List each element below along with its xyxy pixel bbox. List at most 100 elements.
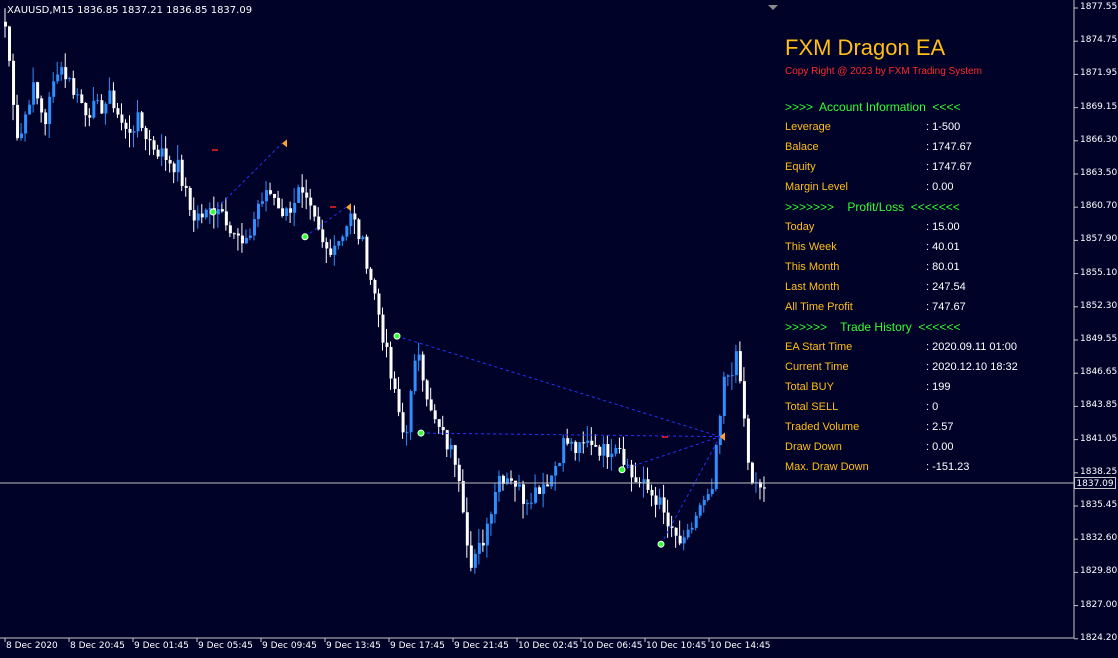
candle-body <box>172 163 176 173</box>
info-label: Last Month <box>785 281 840 293</box>
candle-body <box>56 74 60 82</box>
candle-body <box>678 535 682 544</box>
candle-body <box>429 399 433 411</box>
candle-body <box>236 233 240 236</box>
candle-body <box>413 360 417 392</box>
info-row: Max. Draw Down: -151.23 <box>785 457 1085 477</box>
candle-body <box>614 447 618 454</box>
candle-body <box>80 94 84 103</box>
trade-line <box>396 335 721 438</box>
candle-body <box>369 268 373 280</box>
candle-body <box>156 149 160 157</box>
candle-body <box>742 381 746 419</box>
candle-body <box>48 96 52 125</box>
candle-body <box>654 495 658 505</box>
symbol-name: XAUUSD,M15 <box>7 5 74 16</box>
candle-body <box>618 447 622 449</box>
candle-body <box>489 514 493 524</box>
info-value: : 199 <box>926 381 951 393</box>
candle-body <box>642 479 646 483</box>
candle-body <box>497 475 501 493</box>
profit-loss-list: Today: 15.00 This Week: 40.01 This Month: … <box>785 217 1085 317</box>
candle-body <box>393 378 397 390</box>
candle-body <box>36 82 40 99</box>
candle-body <box>132 131 136 133</box>
info-label: Total BUY <box>785 381 834 393</box>
account-info-list: Leverage: 1-500 Balace: 1747.67 Equity: 17… <box>785 117 1085 197</box>
info-label: Leverage <box>785 121 831 133</box>
info-row: This Month: 80.01 <box>785 257 1085 277</box>
candle-body <box>345 226 349 237</box>
candle-body <box>321 229 325 243</box>
candle-body <box>8 26 12 61</box>
candle-body <box>405 432 409 434</box>
price-tick-label: 1824.20 <box>1080 632 1118 643</box>
candle-body <box>20 133 24 139</box>
candle-body <box>104 103 108 114</box>
info-label: Balace <box>785 141 819 153</box>
candle-body <box>554 465 558 476</box>
symbol-info: XAUUSD,M15 1836.85 1837.21 1836.85 1837.… <box>7 5 252 16</box>
candle-body <box>297 187 301 203</box>
candle-body <box>108 90 112 104</box>
candle-body <box>546 484 550 487</box>
candle-body <box>44 112 48 125</box>
time-tick-label: 9 Dec 01:45 <box>134 641 189 651</box>
trade-history-list: EA Start Time: 2020.09.11 01:00 Current T… <box>785 337 1085 477</box>
info-value: : -151.23 <box>926 461 970 473</box>
candle-body <box>461 481 465 513</box>
candle-body <box>208 208 212 210</box>
time-tick-label: 9 Dec 05:45 <box>198 641 253 651</box>
time-tick-label: 8 Dec 2020 <box>6 641 58 651</box>
ohlc-values: 1836.85 1837.21 1836.85 1837.09 <box>77 5 253 16</box>
candle-body <box>590 440 594 445</box>
candle-body <box>269 190 273 194</box>
candle-body <box>425 380 429 400</box>
ea-title: FXM Dragon EA <box>785 35 946 60</box>
candle-body <box>698 505 702 516</box>
candle-body <box>578 442 582 453</box>
chart-shift-marker-icon[interactable] <box>768 5 778 10</box>
candle-body <box>325 242 329 249</box>
info-row: Balace : 1747.67 <box>785 137 1085 157</box>
buy-open-arrow-icon <box>618 466 626 474</box>
candle-body <box>437 419 441 427</box>
candle-body <box>148 139 152 141</box>
candle-body <box>658 497 662 505</box>
candle-body <box>277 197 281 209</box>
candle-body <box>493 492 497 515</box>
info-label: EA Start Time <box>785 341 853 353</box>
candle-body <box>60 67 64 75</box>
price-tick-label: 1852.30 <box>1080 300 1118 311</box>
candle-body <box>514 480 518 487</box>
trade-lines-layer <box>209 139 725 548</box>
section-profit-loss: >>>>>>> Profit/Loss <<<<<<< <box>785 200 960 214</box>
info-row: Leverage: 1-500 <box>785 117 1085 137</box>
candle-body <box>477 542 481 554</box>
price-tick-label: 1874.75 <box>1080 35 1118 46</box>
info-row: Total SELL: 0 <box>785 397 1085 417</box>
candle-body <box>289 208 293 213</box>
time-tick-label: 10 Dec 14:45 <box>710 641 771 651</box>
trade-line <box>304 206 347 238</box>
candle-body <box>341 236 345 242</box>
info-row: Last Month: 247.54 <box>785 277 1085 297</box>
candle-body <box>16 104 20 139</box>
candle-body <box>457 464 461 482</box>
info-value: : 1747.67 <box>926 141 972 153</box>
candle-body <box>401 412 405 433</box>
candle-body <box>670 526 674 528</box>
candle-body <box>570 441 574 444</box>
candle-body <box>333 245 337 255</box>
candle-body <box>750 462 754 483</box>
candle-body <box>758 482 762 488</box>
info-row: EA Start Time: 2020.09.11 01:00 <box>785 337 1085 357</box>
candle-body <box>526 503 530 505</box>
candle-body <box>377 293 381 315</box>
candle-body <box>72 78 76 95</box>
buy-open-arrow-icon <box>657 540 665 548</box>
info-label: Margin Level <box>785 181 848 193</box>
info-value: : 2020.12.10 18:32 <box>926 361 1018 373</box>
candle-body <box>64 67 68 80</box>
